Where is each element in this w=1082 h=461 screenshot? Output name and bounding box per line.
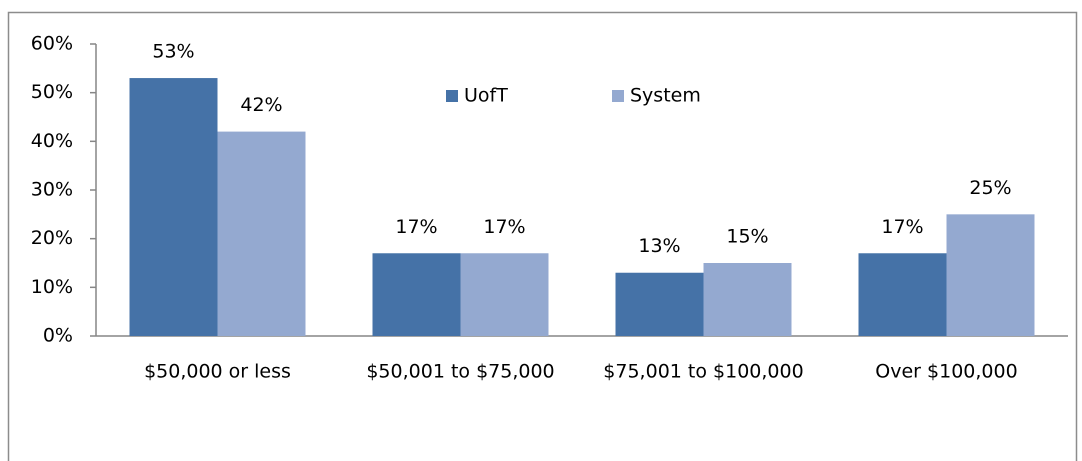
- y-tick-label: 0%: [43, 325, 73, 347]
- y-tick-label: 40%: [31, 130, 73, 152]
- legend-swatch: [612, 90, 624, 102]
- bar: [858, 253, 947, 336]
- x-tick-label: $75,001 to $100,000: [603, 361, 803, 383]
- x-tick-label: $50,001 to $75,000: [366, 361, 554, 383]
- data-label: 25%: [969, 177, 1011, 199]
- x-tick-label: $50,000 or less: [144, 361, 291, 383]
- bar: [703, 263, 792, 336]
- y-tick-label: 10%: [31, 276, 73, 298]
- data-label: 42%: [240, 94, 282, 116]
- data-label: 53%: [152, 41, 194, 63]
- bar: [460, 253, 549, 336]
- bar: [217, 131, 306, 336]
- y-tick-label: 60%: [31, 33, 73, 55]
- legend-label: UofT: [464, 85, 508, 107]
- y-tick-label: 50%: [31, 81, 73, 103]
- bar: [129, 78, 218, 337]
- data-label: 17%: [881, 216, 923, 238]
- y-tick-label: 20%: [31, 227, 73, 249]
- bar: [372, 253, 461, 336]
- data-label: 15%: [726, 226, 768, 248]
- data-label: 17%: [395, 216, 437, 238]
- y-tick-label: 30%: [31, 179, 73, 201]
- bar: [946, 214, 1035, 336]
- legend-swatch: [446, 90, 458, 102]
- x-tick-label: Over $100,000: [875, 361, 1017, 383]
- legend-label: System: [630, 85, 701, 107]
- data-label: 13%: [638, 235, 680, 257]
- bar: [615, 272, 704, 336]
- data-label: 17%: [483, 216, 525, 238]
